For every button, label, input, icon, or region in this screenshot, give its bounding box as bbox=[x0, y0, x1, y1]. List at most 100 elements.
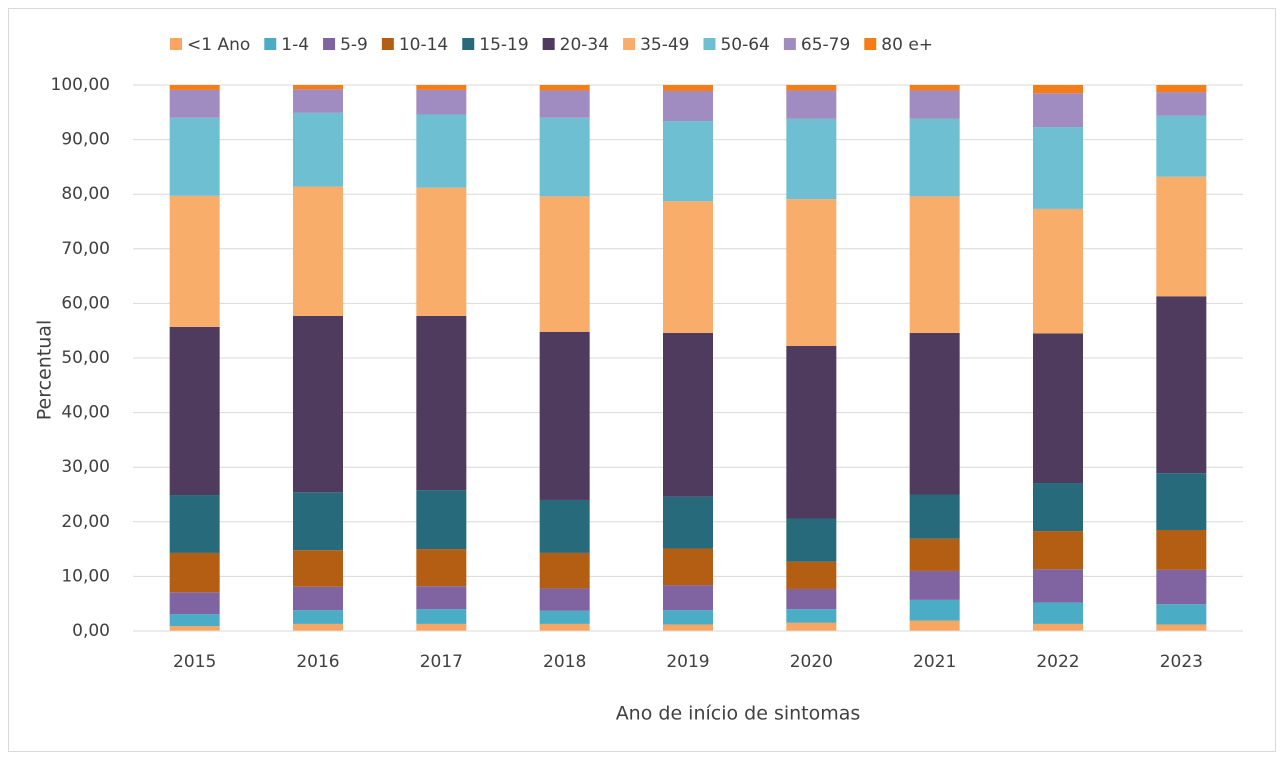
legend-label: 35-49 bbox=[640, 35, 689, 55]
legend-swatch bbox=[542, 38, 555, 50]
y-tick-label: 10,00 bbox=[61, 566, 110, 586]
legend-label: 10-14 bbox=[399, 35, 448, 55]
x-tick-label: 2018 bbox=[543, 652, 586, 672]
x-tick-label: 2017 bbox=[420, 652, 463, 672]
bar-segment bbox=[539, 610, 590, 624]
y-tick-label: 40,00 bbox=[61, 403, 110, 423]
bar-segment bbox=[909, 332, 960, 495]
bar-segment bbox=[663, 496, 713, 549]
bar-segment bbox=[1156, 604, 1207, 625]
bar-segment bbox=[663, 624, 713, 631]
bar-segment bbox=[293, 89, 343, 113]
x-tick-label: 2016 bbox=[296, 652, 339, 672]
bar-segment bbox=[539, 499, 590, 553]
bar-segment bbox=[909, 90, 960, 119]
bar-segment bbox=[1033, 208, 1083, 334]
bar-segment bbox=[293, 610, 343, 624]
legend-swatch bbox=[864, 38, 877, 50]
bar-segment bbox=[293, 492, 343, 551]
bar-segment bbox=[663, 585, 713, 611]
bar-segment bbox=[169, 495, 220, 553]
bar-segment bbox=[786, 609, 837, 623]
bar-segment bbox=[786, 622, 837, 631]
bar-segment bbox=[663, 610, 713, 625]
bar-segment bbox=[909, 118, 960, 197]
bar-segment bbox=[416, 315, 467, 491]
bar-segment bbox=[293, 623, 343, 631]
y-tick-label: 90,00 bbox=[61, 130, 110, 150]
bar-segment bbox=[909, 599, 960, 621]
bar-segment bbox=[539, 90, 590, 118]
x-tick-label: 2022 bbox=[1036, 652, 1079, 672]
legend-label: 20-34 bbox=[560, 35, 609, 55]
bar-segment bbox=[169, 626, 220, 631]
bar-segment bbox=[1156, 569, 1207, 605]
x-axis-title: Ano de início de sintomas bbox=[616, 703, 861, 725]
bar-segment bbox=[909, 85, 960, 91]
bar-segment bbox=[1156, 624, 1207, 631]
y-tick-label: 50,00 bbox=[61, 348, 110, 368]
legend-swatch bbox=[623, 38, 636, 50]
bar-segment bbox=[663, 85, 713, 92]
bar-segment bbox=[293, 550, 343, 587]
legend-swatch bbox=[264, 38, 277, 50]
y-tick-label: 20,00 bbox=[61, 512, 110, 532]
bar-segment bbox=[416, 85, 467, 90]
bar-segment bbox=[786, 588, 837, 610]
bar-segment bbox=[416, 623, 467, 631]
x-tick-label: 2019 bbox=[666, 652, 709, 672]
bar-segment bbox=[416, 490, 467, 550]
bar-segment bbox=[1033, 602, 1083, 624]
legend-swatch bbox=[381, 38, 394, 50]
y-tick-label: 80,00 bbox=[61, 184, 110, 204]
x-tick-label: 2020 bbox=[790, 652, 833, 672]
bar-segment bbox=[293, 85, 343, 90]
bar-segment bbox=[293, 315, 343, 493]
legend-label: 65-79 bbox=[801, 35, 850, 55]
y-tick-label: 0,00 bbox=[72, 621, 110, 641]
x-tick-label: 2021 bbox=[913, 652, 956, 672]
x-tick-label: 2015 bbox=[173, 652, 216, 672]
bar-segment bbox=[416, 114, 467, 188]
bar-segment bbox=[1033, 623, 1083, 631]
bar-segment bbox=[416, 89, 467, 115]
legend-swatch bbox=[170, 38, 182, 50]
bar-segment bbox=[539, 552, 590, 589]
legend-swatch bbox=[783, 38, 796, 50]
legend-label: <1 Ano bbox=[187, 35, 250, 55]
bar-segment bbox=[1033, 483, 1083, 532]
bar-segment bbox=[1033, 85, 1083, 94]
legend-label: 5-9 bbox=[340, 35, 368, 55]
legend-label: 80 e+ bbox=[881, 35, 933, 55]
y-tick-label: 30,00 bbox=[61, 457, 110, 477]
bar-segment bbox=[1156, 529, 1207, 570]
bar-segment bbox=[1033, 333, 1083, 484]
bar-segment bbox=[416, 187, 467, 316]
bar-segment bbox=[169, 552, 220, 593]
bar-segment bbox=[909, 620, 960, 631]
bar-segment bbox=[169, 85, 220, 90]
bar-segment bbox=[663, 201, 713, 333]
bar-segment bbox=[786, 199, 837, 346]
legend-swatch bbox=[462, 38, 475, 50]
bar-segment bbox=[539, 331, 590, 500]
bar-segment bbox=[786, 85, 837, 91]
bar-segment bbox=[293, 186, 343, 316]
bar-segment bbox=[1033, 93, 1083, 128]
bar-segment bbox=[786, 518, 837, 562]
bar-segment bbox=[909, 196, 960, 333]
legend-swatch bbox=[323, 38, 336, 50]
bar-segment bbox=[1033, 531, 1083, 570]
bar-segment bbox=[663, 91, 713, 122]
bar-segment bbox=[539, 588, 590, 611]
bar-segment bbox=[169, 195, 220, 327]
bar-segment bbox=[663, 332, 713, 497]
legend-label: 50-64 bbox=[720, 35, 769, 55]
bar-segment bbox=[909, 538, 960, 571]
bar-segment bbox=[1033, 127, 1083, 209]
bar-segment bbox=[1156, 473, 1207, 530]
bar-segment bbox=[663, 121, 713, 202]
y-tick-label: 100,00 bbox=[51, 75, 110, 95]
bar-segment bbox=[663, 548, 713, 586]
